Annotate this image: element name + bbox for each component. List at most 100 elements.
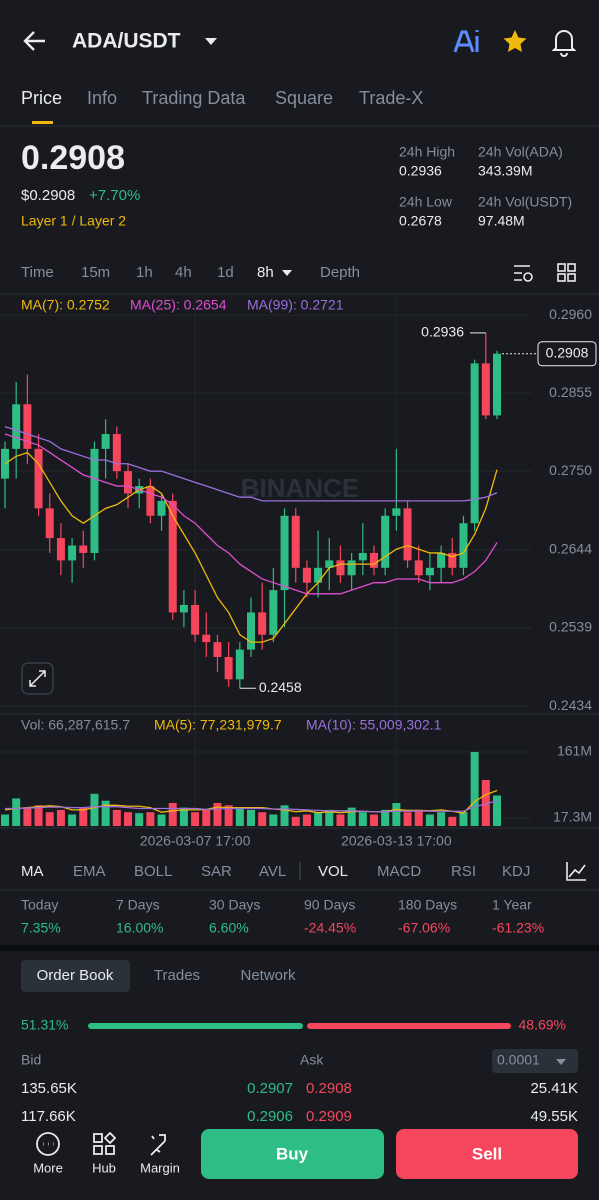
nav-item-label[interactable]: Margin <box>140 1160 180 1175</box>
interval-option[interactable]: 15m <box>81 264 110 281</box>
performance-change: -61.23% <box>492 920 544 936</box>
high-label: 0.2936 <box>421 324 464 340</box>
ask-ratio: 48.69% <box>519 1017 566 1033</box>
nav-tab[interactable]: Trade-X <box>359 88 423 108</box>
volume-bar <box>280 805 289 826</box>
order-book-tab[interactable]: Trades <box>154 967 200 984</box>
stat-label: 24h Vol(USDT) <box>478 194 572 210</box>
volume-legend: Vol: 66,287,615.7 <box>21 717 130 733</box>
performance-change: 6.60% <box>209 920 249 936</box>
interval-option[interactable]: 8h <box>257 264 274 281</box>
performance-period: 30 Days <box>209 897 260 913</box>
indicator-tab[interactable]: MA <box>21 863 44 880</box>
y-tick-label: 0.2644 <box>549 541 592 557</box>
indicator-tab[interactable]: AVL <box>259 863 286 880</box>
indicator-tab[interactable]: MACD <box>377 863 421 880</box>
indicator-tab[interactable]: SAR <box>201 863 232 880</box>
nav-tab[interactable]: Price <box>21 88 62 108</box>
last-price: 0.2908 <box>21 139 125 177</box>
fullscreen-button[interactable] <box>21 662 54 695</box>
nav-tab[interactable]: Info <box>87 88 117 108</box>
sell-button[interactable] <box>396 1129 578 1179</box>
indicator-tab[interactable]: RSI <box>451 863 476 880</box>
performance-period: 7 Days <box>116 897 160 913</box>
ma-legend: MA(7): 0.2752 <box>21 297 110 313</box>
indicator-tab[interactable]: BOLL <box>134 863 172 880</box>
interval-option[interactable]: Depth <box>320 264 360 281</box>
pair-dropdown[interactable] <box>205 38 217 45</box>
indicator-tab[interactable]: VOL <box>318 863 348 880</box>
buy-label[interactable]: Buy <box>276 1144 309 1163</box>
usd-price: $0.2908 <box>21 187 75 204</box>
tab-indicator <box>32 121 53 124</box>
volume-bar <box>45 812 54 826</box>
bid-amount: 135.65K <box>21 1080 77 1097</box>
bid-price: 0.2907 <box>247 1080 293 1097</box>
order-book-tab[interactable]: Network <box>240 967 296 984</box>
volume-bar <box>258 812 267 826</box>
volume-bar <box>202 809 211 826</box>
y-tick-label: 0.2434 <box>549 697 592 713</box>
candle-body <box>381 515 390 568</box>
candle-body <box>493 353 501 416</box>
volume-bar <box>269 814 278 826</box>
precision-select[interactable] <box>492 1049 578 1073</box>
candle-body <box>247 612 255 650</box>
interval-option[interactable]: 1h <box>136 264 153 281</box>
chart-settings-icons[interactable] <box>514 263 576 282</box>
ma-line <box>4 433 498 595</box>
sector-tag[interactable]: Layer 1 / Layer 2 <box>21 213 126 229</box>
x-tick-label: 2026-03-07 17:00 <box>140 833 251 849</box>
nav-item-label[interactable]: More <box>33 1160 63 1175</box>
nav-item-label[interactable]: Hub <box>92 1160 116 1175</box>
candle-body <box>213 642 222 658</box>
candle-body <box>34 448 43 509</box>
volume-bar <box>191 812 200 826</box>
stat-label: 24h Vol(ADA) <box>478 144 563 160</box>
y-tick-label: 17.3M <box>553 809 592 825</box>
candle-body <box>101 434 110 449</box>
nav-tab[interactable]: Trading Data <box>142 88 246 108</box>
candle-body <box>291 515 300 568</box>
precision-value[interactable]: 0.0001 <box>497 1052 540 1068</box>
candle-body <box>325 560 334 568</box>
interval-option[interactable]: 1d <box>217 264 234 281</box>
indicator-tab[interactable]: KDJ <box>502 863 530 880</box>
buy-button[interactable] <box>201 1129 384 1179</box>
indicator-tab[interactable]: EMA <box>73 863 106 880</box>
candle-body <box>481 363 490 416</box>
bid-header: Bid <box>21 1052 41 1068</box>
y-tick-label: 0.2539 <box>549 619 592 635</box>
volume-bar <box>34 805 43 826</box>
favorite-icon[interactable] <box>503 30 527 52</box>
candle-body <box>79 545 88 553</box>
volume-bar <box>302 814 311 826</box>
candle-body <box>302 567 311 583</box>
ma-legend: MA(25): 0.2654 <box>130 297 227 313</box>
order-book-tab[interactable]: Order Book <box>37 967 114 984</box>
volume-ma-line <box>5 800 498 813</box>
ai-icon[interactable] <box>453 30 479 53</box>
candle-body <box>12 404 21 449</box>
candle-body <box>425 567 434 576</box>
volume-bar <box>90 793 99 826</box>
candle-body <box>336 560 345 576</box>
fullscreen-icon <box>29 670 46 687</box>
alert-icon[interactable] <box>551 30 577 57</box>
sell-label[interactable]: Sell <box>472 1144 502 1163</box>
interval-dropdown[interactable] <box>282 270 292 276</box>
candle-body <box>224 657 233 680</box>
volume-bar <box>146 812 155 826</box>
back-button[interactable] <box>23 31 45 51</box>
interval-option[interactable]: Time <box>21 264 54 281</box>
nav-tab[interactable]: Square <box>275 88 333 108</box>
stat-value: 343.39M <box>478 163 532 179</box>
candle-body <box>68 545 77 561</box>
volume-bar <box>101 800 110 826</box>
volume-ma-legend: MA(5): 77,231,979.7 <box>154 717 282 733</box>
indicator-settings[interactable] <box>566 862 586 881</box>
pair-title[interactable]: ADA/USDT <box>72 30 181 53</box>
interval-option[interactable]: 4h <box>175 264 192 281</box>
last-price-box <box>537 341 597 367</box>
